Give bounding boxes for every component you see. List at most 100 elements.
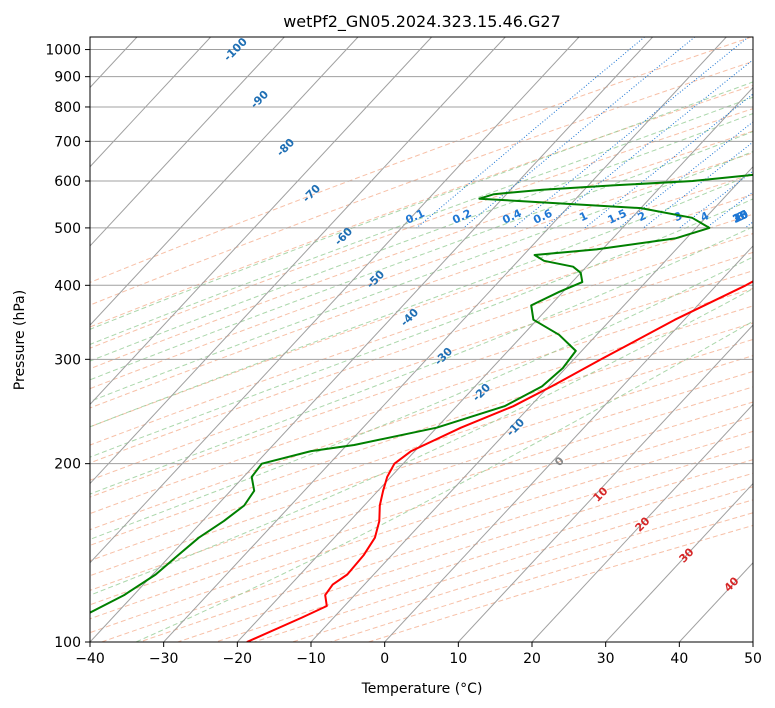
isotherm-label: -50 — [364, 268, 387, 291]
mixing-ratio-label: 25 — [731, 208, 750, 226]
moist-adiabat-line — [90, 226, 753, 495]
isotherm-line — [90, 37, 359, 326]
isotherm-line — [605, 482, 753, 642]
dry-adiabat-line — [292, 499, 753, 642]
y-tick-label: 900 — [54, 70, 81, 86]
dry-adiabat-line — [90, 386, 753, 606]
dry-adiabat-line — [90, 108, 753, 349]
isotherm-line — [457, 324, 753, 642]
isotherm-labels: -100-90-80-70-60-50-40-30-20-10010203040… — [221, 37, 751, 595]
x-tick-label: 0 — [380, 651, 389, 667]
isotherm-line — [90, 37, 506, 485]
dry-adiabat-line — [90, 233, 753, 464]
dry-adiabat-line — [90, 37, 752, 283]
x-axis: −40 −30 −20 −10 0 10 20 30 40 50 — [75, 642, 762, 667]
dry-adiabat-line — [90, 338, 753, 562]
dry-adiabat-line — [90, 305, 753, 531]
x-tick-label: 40 — [670, 651, 688, 667]
x-tick-label: 10 — [449, 651, 467, 667]
x-axis-title: Temperature (°C) — [361, 681, 483, 697]
x-tick-label: −20 — [223, 651, 253, 667]
dry-adiabat-line — [90, 193, 753, 428]
mixing-ratio-label: 10 — [731, 207, 751, 225]
isotherm-line — [90, 37, 580, 564]
isotherm-label: -70 — [300, 182, 323, 205]
y-axis: 100 200 300 400 500 600 700 800 900 1000 — [45, 43, 90, 651]
dry-adiabat-line — [90, 152, 753, 390]
mixing-ratio-label: 1.5 — [606, 207, 629, 227]
x-tick-label: 50 — [744, 651, 762, 667]
moist-adiabats — [90, 81, 753, 642]
mixing-ratio-line — [643, 141, 753, 229]
mixing-ratio-line — [679, 170, 753, 229]
moist-adiabat-line — [90, 288, 753, 596]
isotherm-line — [163, 37, 727, 642]
y-tick-label: 100 — [54, 635, 81, 651]
isotherm-line — [678, 562, 753, 642]
moist-adiabat-line — [90, 256, 753, 540]
isotherm-label: -20 — [470, 381, 493, 404]
mixing-ratio-line — [416, 37, 645, 229]
isotherm-label: 40 — [722, 574, 742, 594]
y-tick-label: 300 — [54, 352, 81, 368]
y-tick-label: 500 — [54, 221, 81, 237]
moist-adiabat-line — [90, 113, 753, 362]
mixing-ratio-label: 13 — [731, 208, 750, 226]
moist-adiabat-line — [90, 173, 753, 428]
dry-adiabat-line — [90, 84, 753, 328]
mixing-ratio-line — [463, 37, 696, 229]
mixing-ratio-label: 0.4 — [500, 207, 523, 227]
isotherm-line — [90, 37, 285, 247]
x-tick-label: −30 — [149, 651, 179, 667]
y-tick-label: 800 — [54, 100, 81, 116]
temperature-profile-line — [246, 280, 753, 642]
mixing-ratio-label: 0.6 — [531, 207, 554, 227]
moist-adiabat-line — [135, 320, 753, 642]
dry-adiabat-line — [139, 445, 753, 642]
isotherm-line — [236, 86, 753, 642]
isotherm-line — [752, 641, 753, 642]
mixing-ratio-lines — [416, 37, 753, 229]
dry-adiabat-line — [90, 355, 753, 577]
dewpoint-profile-line — [90, 173, 753, 614]
mixing-ratio-label: 0.2 — [450, 207, 473, 227]
isotherm-line — [0, 37, 63, 642]
y-axis-title: Pressure (hPa) — [12, 290, 28, 390]
dry-adiabat-line — [90, 251, 753, 481]
isotherm-label: -90 — [248, 88, 271, 111]
dry-adiabats — [90, 37, 753, 642]
mixing-ratio-label: 20 — [731, 207, 751, 225]
x-tick-label: −10 — [296, 651, 326, 667]
dry-adiabat-line — [90, 173, 753, 409]
dry-adiabat-line — [90, 401, 753, 620]
y-tick-label: 200 — [54, 457, 81, 473]
isotherm-label: 0 — [552, 454, 567, 469]
dry-adiabat-line — [330, 512, 753, 642]
dry-adiabat-line — [90, 370, 753, 591]
mixing-ratio-label: 16 — [731, 207, 751, 225]
y-tick-label: 600 — [54, 174, 81, 190]
dry-adiabat-line — [90, 416, 753, 634]
isotherm-label: -40 — [398, 306, 421, 329]
isotherm-label: -80 — [274, 136, 297, 159]
isotherm-label: -30 — [432, 345, 455, 368]
dry-adiabat-line — [90, 322, 753, 546]
dry-adiabat-line — [90, 270, 753, 498]
plot-area: -100-90-80-70-60-50-40-30-20-10010203040… — [0, 37, 753, 642]
isotherm-line — [310, 165, 753, 642]
x-tick-label: 30 — [597, 651, 615, 667]
isotherm-grid — [0, 37, 753, 642]
isotherm-label: -10 — [504, 416, 527, 439]
isotherm-line — [90, 37, 654, 642]
isotherm-label: 10 — [591, 484, 611, 504]
isotherm-line — [90, 37, 433, 406]
dry-adiabat-line — [90, 60, 753, 306]
mixing-ratio-label: 30 — [731, 207, 751, 225]
mixing-ratio-label: 36 — [731, 207, 751, 225]
moist-adiabat-line — [90, 151, 753, 402]
y-tick-label: 700 — [54, 134, 81, 150]
chart-title: wetPf2_GN05.2024.323.15.46.G27 — [283, 12, 561, 32]
y-tick-label: 400 — [54, 278, 81, 294]
dry-adiabat-line — [90, 287, 753, 515]
